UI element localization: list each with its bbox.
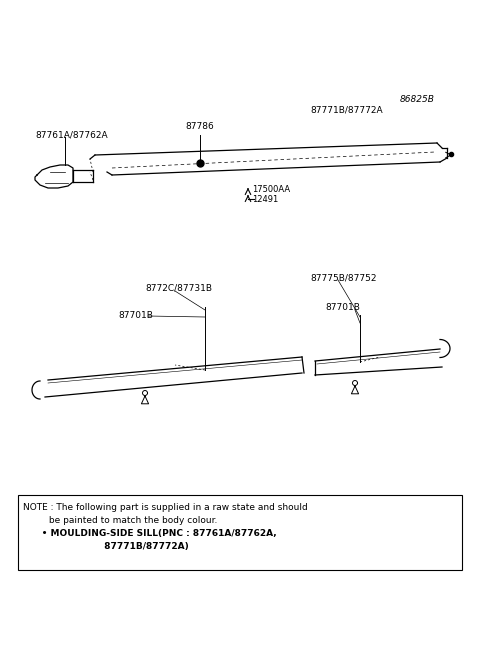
Text: 87786: 87786 [186, 122, 215, 131]
Text: 17500AA: 17500AA [252, 185, 290, 194]
Text: 87761A/87762A: 87761A/87762A [35, 131, 108, 139]
Text: 8772C/87731B: 8772C/87731B [145, 284, 212, 292]
Text: 87701B: 87701B [325, 304, 360, 313]
Text: NOTE : The following part is supplied in a raw state and should: NOTE : The following part is supplied in… [23, 503, 308, 512]
Text: • MOULDING-SIDE SILL(PNC : 87761A/87762A,: • MOULDING-SIDE SILL(PNC : 87761A/87762A… [23, 529, 276, 538]
Text: 86825B: 86825B [400, 95, 435, 104]
Text: be painted to match the body colour.: be painted to match the body colour. [23, 516, 217, 525]
Text: 12491: 12491 [252, 194, 278, 204]
Text: 87701B: 87701B [118, 311, 153, 319]
Text: 87775B/87752: 87775B/87752 [310, 273, 376, 283]
Text: 87771B/87772A): 87771B/87772A) [23, 542, 189, 551]
Text: 87771B/87772A: 87771B/87772A [310, 106, 383, 114]
